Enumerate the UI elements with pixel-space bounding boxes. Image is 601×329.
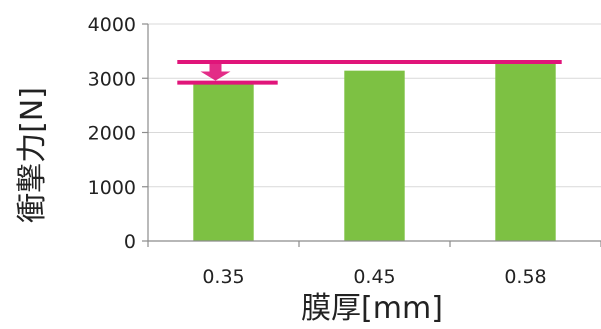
x-tick-label: 0.58 <box>504 266 546 288</box>
annotations <box>177 59 562 85</box>
bar-0.58 <box>495 63 556 242</box>
bars <box>193 63 556 242</box>
x-tick-label: 0.35 <box>202 266 244 288</box>
y-tick-labels: 0 1000 2000 3000 4000 <box>88 14 136 253</box>
bar-0.45 <box>344 70 405 241</box>
axes <box>142 23 601 247</box>
y-tick-label: 3000 <box>88 68 136 90</box>
x-tick-label: 0.45 <box>353 266 395 288</box>
x-axis-title: 膜厚[mm] <box>301 291 443 326</box>
y-tick-label: 0 <box>124 231 136 253</box>
down-arrow-icon <box>200 63 231 81</box>
y-tick-label: 1000 <box>88 177 136 199</box>
x-tick-labels: 0.35 0.45 0.58 <box>202 266 546 288</box>
bar-0.35 <box>193 82 254 241</box>
y-tick-label: 2000 <box>88 123 136 145</box>
y-tick-label: 4000 <box>88 14 136 36</box>
y-axis-title: 衝撃力[N] <box>15 87 50 223</box>
